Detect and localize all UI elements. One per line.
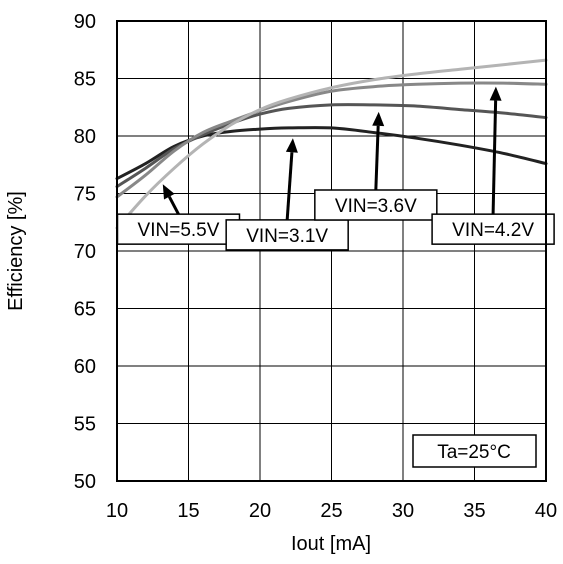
callout-arrow-head	[285, 138, 298, 153]
series-line	[115, 126, 548, 181]
series-line	[115, 58, 548, 230]
callout-arrow-shaft	[374, 125, 380, 191]
temperature-annotation: Ta=25°C	[437, 442, 511, 463]
callout-box	[116, 213, 241, 245]
callout-label: VIN=4.2V	[452, 220, 534, 241]
y-tick-label: 55	[74, 414, 96, 436]
y-tick-label: 75	[74, 184, 96, 206]
y-tick-label: 80	[74, 126, 96, 148]
callout-arrow-head	[162, 184, 175, 200]
x-tick-label: 10	[106, 500, 128, 522]
axes: 10 15 20 25 30 35 40 50 55 60 65 70 75 80 85 90	[74, 11, 557, 522]
callout-box	[431, 213, 555, 245]
callout-label: VIN=5.5V	[138, 220, 220, 241]
y-tick-label: 60	[74, 356, 96, 378]
callout-arrow-head	[372, 111, 385, 127]
y-tick-label: 50	[74, 471, 96, 493]
callouts: VIN=5.5V VIN=3.1V VIN=3.6V VIN=4.2V Ta=25°C	[116, 86, 555, 468]
x-tick-label: 25	[320, 500, 342, 522]
callout-arrow-shaft	[285, 152, 294, 221]
callout-arrow-shaft	[167, 195, 180, 215]
x-tick-label: 20	[249, 500, 271, 522]
x-tick-label: 40	[535, 500, 557, 522]
callout-box	[225, 219, 349, 251]
temperature-annotation-box	[412, 434, 537, 468]
callout-label: VIN=3.1V	[246, 226, 328, 247]
y-tick-label: 65	[74, 299, 96, 321]
callout-arrow-head	[489, 86, 502, 101]
series-line	[115, 103, 548, 189]
callout-label: VIN=3.6V	[335, 196, 417, 217]
y-axis-title: Efficiency [%]	[5, 191, 27, 311]
plot-frame	[116, 20, 547, 482]
series-line	[115, 81, 548, 199]
callout-arrow-shaft	[491, 100, 498, 215]
y-tick-label: 90	[74, 11, 96, 33]
x-tick-label: 35	[463, 500, 485, 522]
x-tick-label: 15	[177, 500, 199, 522]
callout-box	[314, 189, 438, 221]
series-lines	[115, 58, 548, 230]
y-tick-label: 85	[74, 69, 96, 91]
x-axis-title: Iout [mA]	[291, 533, 371, 555]
y-tick-label: 70	[74, 241, 96, 263]
x-tick-label: 30	[392, 500, 414, 522]
